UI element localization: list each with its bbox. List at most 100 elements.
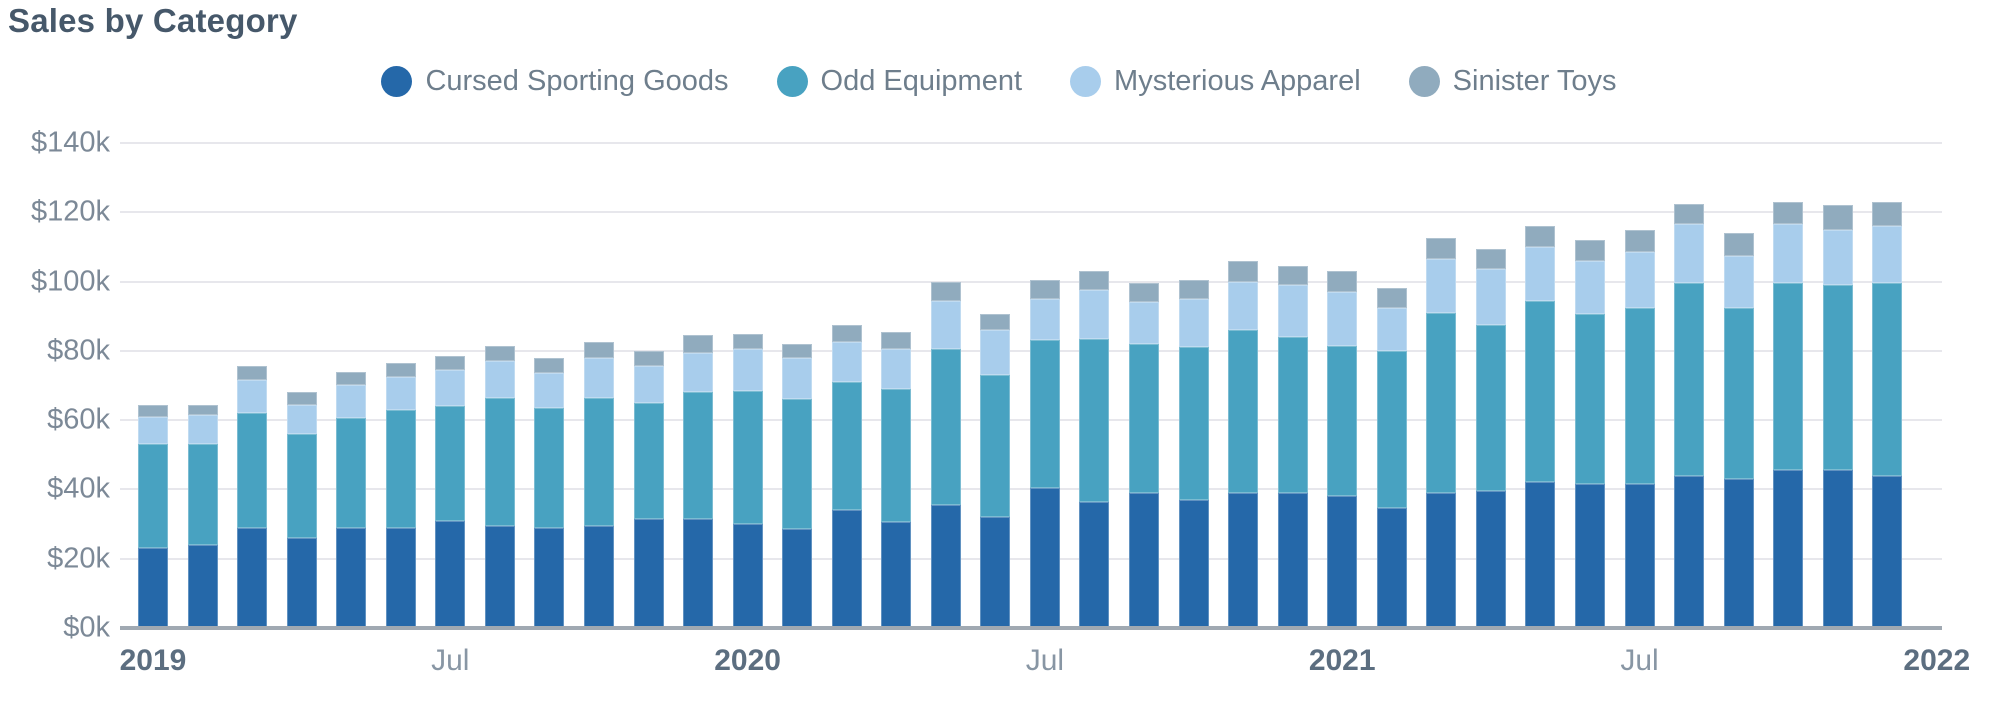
- bar-segment-cursed-sporting-goods-2021-06[interactable]: [1574, 484, 1605, 628]
- bar-segment-mysterious-apparel-2020-01[interactable]: [732, 349, 763, 391]
- bar-segment-cursed-sporting-goods-2021-05[interactable]: [1525, 482, 1556, 628]
- bar-segment-sinister-toys-2020-03[interactable]: [831, 324, 862, 343]
- bar-segment-mysterious-apparel-2020-07[interactable]: [1029, 298, 1060, 341]
- bar-segment-mysterious-apparel-2019-01[interactable]: [138, 416, 168, 445]
- bar-segment-odd-equipment-2019-11[interactable]: [633, 402, 664, 519]
- bar-segment-sinister-toys-2019-04[interactable]: [286, 392, 317, 405]
- bar-segment-mysterious-apparel-2019-08[interactable]: [484, 361, 515, 398]
- bar-segment-odd-equipment-2020-10[interactable]: [1178, 347, 1209, 500]
- bar-segment-cursed-sporting-goods-2020-07[interactable]: [1029, 487, 1060, 628]
- bar-segment-mysterious-apparel-2020-11[interactable]: [1228, 281, 1259, 331]
- bar-segment-sinister-toys-2021-09[interactable]: [1723, 233, 1754, 256]
- bar-segment-mysterious-apparel-2021-12[interactable]: [1872, 226, 1903, 284]
- bar-segment-cursed-sporting-goods-2020-06[interactable]: [980, 517, 1011, 628]
- bar-segment-mysterious-apparel-2021-10[interactable]: [1773, 224, 1804, 284]
- bar-segment-cursed-sporting-goods-2019-10[interactable]: [583, 525, 614, 628]
- bar-segment-sinister-toys-2019-06[interactable]: [385, 362, 416, 377]
- bar-segment-cursed-sporting-goods-2021-04[interactable]: [1475, 491, 1506, 628]
- bar-segment-sinister-toys-2019-02[interactable]: [187, 404, 218, 415]
- bar-segment-mysterious-apparel-2021-07[interactable]: [1624, 252, 1655, 308]
- bar-segment-cursed-sporting-goods-2021-10[interactable]: [1773, 470, 1804, 628]
- legend-item-odd-equipment[interactable]: Odd Equipment: [776, 65, 1022, 98]
- bar-segment-cursed-sporting-goods-2019-02[interactable]: [187, 544, 218, 628]
- bar-segment-cursed-sporting-goods-2019-09[interactable]: [534, 527, 565, 628]
- bar-segment-mysterious-apparel-2020-03[interactable]: [831, 342, 862, 383]
- bar-segment-mysterious-apparel-2019-04[interactable]: [286, 404, 317, 434]
- bar-segment-odd-equipment-2020-04[interactable]: [881, 388, 912, 523]
- bar-segment-mysterious-apparel-2021-04[interactable]: [1475, 269, 1506, 325]
- bar-segment-odd-equipment-2020-12[interactable]: [1277, 336, 1308, 493]
- bar-segment-cursed-sporting-goods-2019-06[interactable]: [385, 527, 416, 628]
- bar-segment-cursed-sporting-goods-2021-02[interactable]: [1376, 508, 1407, 628]
- bar-segment-mysterious-apparel-2021-11[interactable]: [1822, 229, 1853, 286]
- bar-segment-mysterious-apparel-2019-09[interactable]: [534, 373, 565, 408]
- bar-segment-odd-equipment-2021-02[interactable]: [1376, 350, 1407, 509]
- bar-segment-sinister-toys-2019-11[interactable]: [633, 350, 664, 367]
- bar-segment-mysterious-apparel-2021-02[interactable]: [1376, 307, 1407, 351]
- bar-segment-sinister-toys-2019-10[interactable]: [583, 342, 614, 358]
- bar-segment-odd-equipment-2021-04[interactable]: [1475, 324, 1506, 492]
- bar-segment-mysterious-apparel-2019-06[interactable]: [385, 376, 416, 410]
- bar-segment-odd-equipment-2020-08[interactable]: [1079, 338, 1110, 502]
- bar-segment-cursed-sporting-goods-2019-11[interactable]: [633, 518, 664, 628]
- bar-segment-mysterious-apparel-2020-05[interactable]: [930, 300, 961, 350]
- bar-segment-odd-equipment-2021-11[interactable]: [1822, 285, 1853, 471]
- bar-segment-odd-equipment-2021-03[interactable]: [1426, 312, 1457, 493]
- bar-segment-cursed-sporting-goods-2019-07[interactable]: [435, 520, 466, 628]
- bar-segment-cursed-sporting-goods-2019-08[interactable]: [484, 525, 515, 628]
- bar-segment-odd-equipment-2019-03[interactable]: [237, 413, 268, 528]
- bar-segment-sinister-toys-2020-10[interactable]: [1178, 279, 1209, 299]
- bar-segment-sinister-toys-2020-05[interactable]: [930, 281, 961, 301]
- bar-segment-odd-equipment-2019-10[interactable]: [583, 397, 614, 526]
- bar-segment-odd-equipment-2019-12[interactable]: [683, 392, 714, 519]
- bar-segment-sinister-toys-2021-02[interactable]: [1376, 288, 1407, 308]
- bar-segment-mysterious-apparel-2021-03[interactable]: [1426, 259, 1457, 313]
- bar-segment-odd-equipment-2021-09[interactable]: [1723, 307, 1754, 480]
- bar-segment-sinister-toys-2019-12[interactable]: [683, 335, 714, 353]
- bar-segment-cursed-sporting-goods-2020-11[interactable]: [1228, 492, 1259, 628]
- bar-segment-cursed-sporting-goods-2021-11[interactable]: [1822, 470, 1853, 628]
- bar-segment-mysterious-apparel-2020-08[interactable]: [1079, 290, 1110, 339]
- bar-segment-odd-equipment-2019-05[interactable]: [336, 418, 367, 528]
- bar-segment-mysterious-apparel-2020-09[interactable]: [1129, 302, 1159, 344]
- bar-segment-odd-equipment-2021-12[interactable]: [1872, 283, 1903, 476]
- bar-segment-cursed-sporting-goods-2021-09[interactable]: [1723, 479, 1754, 628]
- bar-segment-sinister-toys-2020-11[interactable]: [1228, 260, 1259, 282]
- bar-segment-mysterious-apparel-2021-05[interactable]: [1525, 246, 1556, 301]
- bar-segment-mysterious-apparel-2021-01[interactable]: [1327, 291, 1358, 346]
- bar-segment-cursed-sporting-goods-2020-12[interactable]: [1277, 492, 1308, 628]
- bar-segment-odd-equipment-2019-04[interactable]: [286, 433, 317, 538]
- bar-segment-cursed-sporting-goods-2019-05[interactable]: [336, 527, 367, 628]
- bar-segment-sinister-toys-2020-04[interactable]: [881, 331, 912, 350]
- bar-segment-cursed-sporting-goods-2019-03[interactable]: [237, 527, 268, 628]
- bar-segment-odd-equipment-2020-03[interactable]: [831, 382, 862, 511]
- bar-segment-odd-equipment-2021-06[interactable]: [1574, 314, 1605, 485]
- bar-segment-odd-equipment-2021-07[interactable]: [1624, 307, 1655, 485]
- bar-segment-sinister-toys-2021-05[interactable]: [1525, 226, 1556, 247]
- bar-segment-cursed-sporting-goods-2020-09[interactable]: [1129, 492, 1159, 628]
- bar-segment-cursed-sporting-goods-2020-03[interactable]: [831, 510, 862, 628]
- bar-segment-mysterious-apparel-2019-02[interactable]: [187, 414, 218, 445]
- bar-segment-cursed-sporting-goods-2021-12[interactable]: [1872, 475, 1903, 628]
- bar-segment-mysterious-apparel-2019-07[interactable]: [435, 369, 466, 407]
- bar-segment-cursed-sporting-goods-2020-02[interactable]: [782, 529, 813, 628]
- bar-segment-mysterious-apparel-2020-06[interactable]: [980, 330, 1011, 376]
- bar-segment-sinister-toys-2021-11[interactable]: [1822, 205, 1853, 230]
- bar-segment-cursed-sporting-goods-2020-04[interactable]: [881, 522, 912, 628]
- bar-segment-cursed-sporting-goods-2021-01[interactable]: [1327, 496, 1358, 628]
- bar-segment-sinister-toys-2019-07[interactable]: [435, 356, 466, 370]
- bar-segment-sinister-toys-2019-08[interactable]: [484, 345, 515, 362]
- bar-segment-sinister-toys-2020-02[interactable]: [782, 343, 813, 358]
- bar-segment-odd-equipment-2020-01[interactable]: [732, 390, 763, 525]
- bar-segment-cursed-sporting-goods-2020-08[interactable]: [1079, 501, 1110, 628]
- bar-segment-sinister-toys-2021-01[interactable]: [1327, 271, 1358, 292]
- bar-segment-mysterious-apparel-2020-02[interactable]: [782, 357, 813, 400]
- legend-item-cursed-sporting-goods[interactable]: Cursed Sporting Goods: [381, 65, 729, 98]
- bar-segment-odd-equipment-2019-07[interactable]: [435, 406, 466, 521]
- bar-segment-sinister-toys-2020-07[interactable]: [1029, 279, 1060, 299]
- bar-segment-odd-equipment-2020-07[interactable]: [1029, 340, 1060, 488]
- bar-segment-mysterious-apparel-2020-04[interactable]: [881, 349, 912, 389]
- bar-segment-mysterious-apparel-2019-11[interactable]: [633, 366, 664, 403]
- bar-segment-sinister-toys-2020-08[interactable]: [1079, 271, 1110, 291]
- bar-segment-cursed-sporting-goods-2020-05[interactable]: [930, 505, 961, 628]
